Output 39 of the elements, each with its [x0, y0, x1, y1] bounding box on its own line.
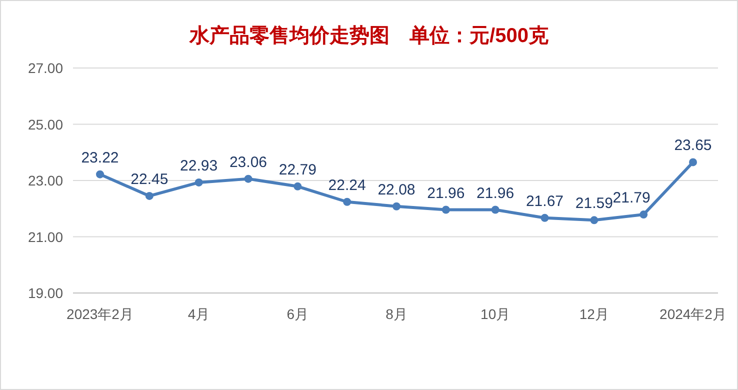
data-label: 21.79	[612, 190, 650, 207]
x-tick-label: 10月	[480, 306, 510, 322]
x-tick-label: 6月	[286, 306, 309, 322]
point	[640, 210, 648, 219]
chart-title: 水产品零售均价走势图 单位：元/500克	[188, 24, 548, 47]
data-label: 22.79	[278, 161, 316, 178]
point	[294, 182, 302, 190]
data-label: 21.67	[526, 192, 564, 210]
point	[689, 158, 697, 166]
data-label: 22.24	[328, 176, 366, 194]
y-tick-label: 19.00	[28, 285, 64, 301]
data-label: 21.59	[575, 195, 613, 212]
point	[540, 214, 549, 222]
point	[343, 198, 352, 206]
point	[145, 192, 154, 200]
data-label: 23.65	[674, 137, 712, 154]
x-tick-label: 4月	[188, 306, 210, 322]
data-label: 23.06	[229, 154, 268, 171]
point	[442, 206, 450, 214]
y-tick-label: 25.00	[28, 116, 64, 132]
point	[194, 178, 203, 186]
point	[590, 216, 598, 224]
point	[491, 206, 500, 214]
y-tick-label: 23.00	[28, 172, 64, 188]
x-tick-label: 8月	[386, 306, 408, 322]
data-label: 23.22	[81, 149, 119, 166]
y-tick-label: 27.00	[28, 60, 64, 76]
data-label: 22.08	[378, 181, 416, 198]
x-tick-label: 12月	[579, 306, 609, 322]
x-tick-label: 2024年2月	[660, 306, 726, 322]
point	[392, 202, 400, 210]
data-label: 22.45	[130, 170, 168, 188]
point	[96, 170, 104, 178]
x-tick-label: 2023年2月	[66, 306, 134, 322]
data-label: 21.96	[427, 184, 465, 202]
data-label: 22.93	[180, 157, 218, 174]
point	[244, 174, 252, 183]
data-label: 21.96	[476, 184, 514, 202]
y-tick-label: 21.00	[28, 228, 64, 245]
